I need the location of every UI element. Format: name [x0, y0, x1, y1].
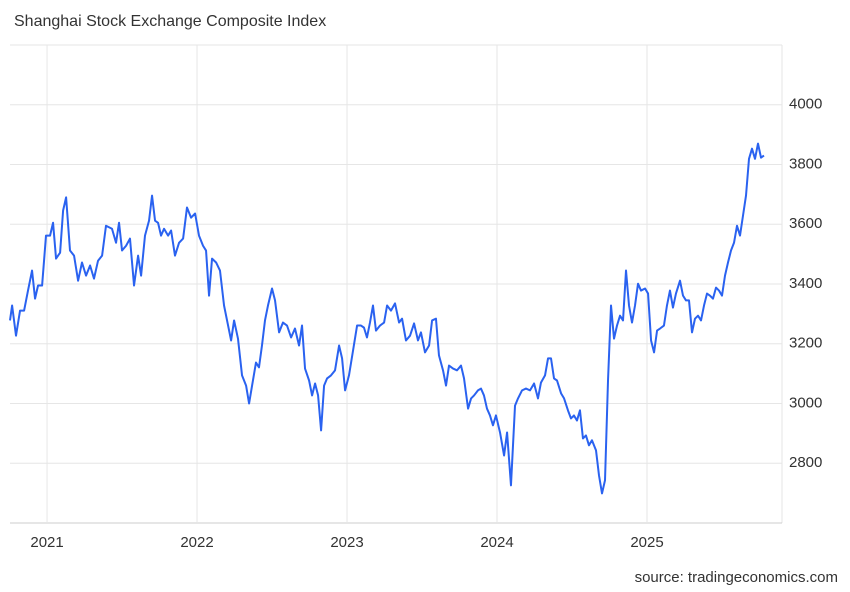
y-tick-label: 3200 — [789, 335, 822, 352]
x-tick-label: 2025 — [630, 534, 663, 551]
y-tick-label: 3800 — [789, 155, 822, 172]
y-tick-label: 2800 — [789, 454, 822, 471]
y-tick-label: 3000 — [789, 394, 822, 411]
x-tick-label: 2023 — [330, 534, 363, 551]
y-tick-label: 3400 — [789, 275, 822, 292]
chart-title: Shanghai Stock Exchange Composite Index — [14, 13, 326, 30]
index-line — [9, 142, 765, 495]
x-tick-label: 2022 — [180, 534, 213, 551]
y-tick-label: 4000 — [789, 96, 822, 113]
x-tick-label: 2021 — [30, 534, 63, 551]
y-tick-label: 3600 — [789, 215, 822, 232]
source-note: source: tradingeconomics.com — [635, 569, 838, 586]
x-tick-label: 2024 — [480, 534, 513, 551]
